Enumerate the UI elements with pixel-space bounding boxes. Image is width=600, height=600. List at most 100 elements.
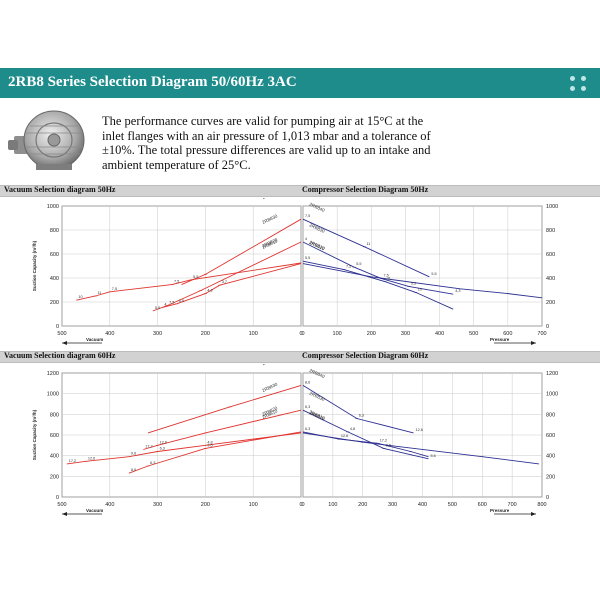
point-label: 9,6 <box>131 452 136 456</box>
section-bar-50hz: Vacuum Selection diagram 50Hz Compressor… <box>0 185 600 197</box>
panel-pressure: 0 200 400 600 800 1000 0 100 200 300 400 500 600 700 P… <box>301 202 558 345</box>
x-tick-label: 400 <box>105 331 114 337</box>
point-label: 4,3 <box>207 289 212 293</box>
arrow-left-icon <box>62 341 67 345</box>
point-label: 7,5 <box>169 301 174 305</box>
x-axis-label: Vacuum <box>86 337 103 342</box>
y-tick-label: 600 <box>50 433 59 439</box>
point-label: 11 <box>97 291 101 295</box>
intro-text: The performance curves are valid for pum… <box>102 114 431 172</box>
series-label: 2RB840 <box>309 368 326 380</box>
y-tick-label: 200 <box>50 474 59 480</box>
point-label: 6,3 <box>359 413 364 417</box>
series-label: 2RB840 <box>261 198 278 200</box>
point-label: 6,3 <box>150 461 155 465</box>
series-label: 2RB810 <box>261 238 278 250</box>
x-tick-label: 100 <box>249 331 258 337</box>
x-tick-label: 200 <box>201 502 210 508</box>
y-tick-label: 1000 <box>546 204 558 210</box>
series-line-2rb810 <box>66 432 302 465</box>
section-title-compressor-50hz: Compressor Selection Diagram 50Hz <box>302 185 429 194</box>
point-label: 7,5 <box>174 280 179 284</box>
x-tick-label: 100 <box>328 502 337 508</box>
series-label: 2RB840 <box>309 202 326 214</box>
x-tick-label: 600 <box>478 502 487 508</box>
side-channel-blower-icon <box>8 110 85 170</box>
x-tick-label: 0 <box>301 502 304 508</box>
y-tick-label: 600 <box>50 252 59 258</box>
section-title-vacuum-60hz: Vacuum Selection diagram 60Hz <box>4 351 116 360</box>
series-label: 2RB830 <box>261 213 278 225</box>
y-tick-label: 200 <box>546 300 555 306</box>
section-title-vacuum-50hz: Vacuum Selection diagram 50Hz <box>4 185 116 194</box>
point-label: 17,2 <box>145 444 152 448</box>
series-label: 2RB820 <box>261 237 278 249</box>
x-axis-label: Pressure <box>490 508 510 513</box>
y-tick-label: 200 <box>50 300 59 306</box>
series-label: 2RB830 <box>309 222 326 234</box>
point-label: 7,5 <box>384 274 389 278</box>
y-tick-label: 0 <box>546 324 549 330</box>
y-tick-label: 400 <box>546 276 555 282</box>
point-label: 6,3 <box>160 447 165 451</box>
point-label: 9,6 <box>207 443 212 447</box>
x-tick-label: 400 <box>105 502 114 508</box>
y-tick-label: 800 <box>50 228 59 234</box>
x-tick-label: 200 <box>358 502 367 508</box>
x-tick-label: 300 <box>153 331 162 337</box>
point-label: 6,3 <box>305 427 310 431</box>
y-tick-label: 0 <box>56 495 59 501</box>
x-axis-label: Vacuum <box>86 508 103 513</box>
y-tick-label: 1000 <box>546 392 558 398</box>
point-label: 7,5 <box>305 214 310 218</box>
point-label: 5,5 <box>431 272 436 276</box>
series-line-2rb830 <box>302 409 429 460</box>
point-label: 8,6 <box>430 454 435 458</box>
point-label: 7,5 <box>346 265 351 269</box>
y-tick-label: 1200 <box>546 371 558 377</box>
series-line-2rb820 <box>128 431 302 474</box>
y-tick-label: 1000 <box>47 392 59 398</box>
point-label: 4,8 <box>207 440 212 444</box>
point-label: 11 <box>366 242 370 246</box>
y-tick-label: 600 <box>546 252 555 258</box>
x-tick-label: 300 <box>388 502 397 508</box>
point-label: 5,5 <box>356 262 361 266</box>
series-label: 2RB810 <box>309 409 326 421</box>
series-label: 2RB840 <box>261 364 278 366</box>
point-label: 10 <box>418 287 422 291</box>
series-label: 2RB820 <box>261 405 278 417</box>
panel-pressure: 0 200 400 600 800 1000 1200 0 100 200 300 400 500 600… <box>301 368 558 516</box>
series-line-2rb810 <box>76 262 302 301</box>
x-tick-label: 500 <box>448 502 457 508</box>
point-label: 8,6 <box>131 468 136 472</box>
x-tick-label: 300 <box>153 502 162 508</box>
page-title: 2RB8 Series Selection Diagram 50/60Hz 3A… <box>8 74 297 90</box>
point-label: 5,5 <box>155 306 160 310</box>
arrow-right-icon <box>531 341 536 345</box>
point-label: 5,5 <box>193 275 198 279</box>
series-label: 2RB820 <box>309 240 326 252</box>
arrow-left-icon <box>62 512 67 516</box>
arrow-right-icon <box>531 512 536 516</box>
x-tick-label: 500 <box>57 331 66 337</box>
point-label: 5,5 <box>179 299 184 303</box>
y-axis-label: Suction Capacity (m³/h) <box>32 240 37 291</box>
y-tick-label: 1200 <box>47 371 59 377</box>
y-tick-label: 1000 <box>47 204 59 210</box>
point-label: 17,2 <box>380 438 387 442</box>
point-label: 5,5 <box>305 256 310 260</box>
x-tick-label: 300 <box>401 331 410 337</box>
y-axis-label: Suction Capacity (m³/h) <box>32 409 37 460</box>
point-label: 4 <box>305 237 307 241</box>
y-tick-label: 200 <box>546 474 555 480</box>
x-tick-label: 200 <box>367 331 376 337</box>
x-tick-label: 700 <box>537 331 546 337</box>
point-label: 12,6 <box>160 440 167 444</box>
x-tick-label: 0 <box>301 331 304 337</box>
x-tick-label: 500 <box>469 331 478 337</box>
grid-dots-icon[interactable] <box>568 74 590 92</box>
series-label: 2RB810 <box>309 240 326 252</box>
y-tick-label: 0 <box>56 324 59 330</box>
